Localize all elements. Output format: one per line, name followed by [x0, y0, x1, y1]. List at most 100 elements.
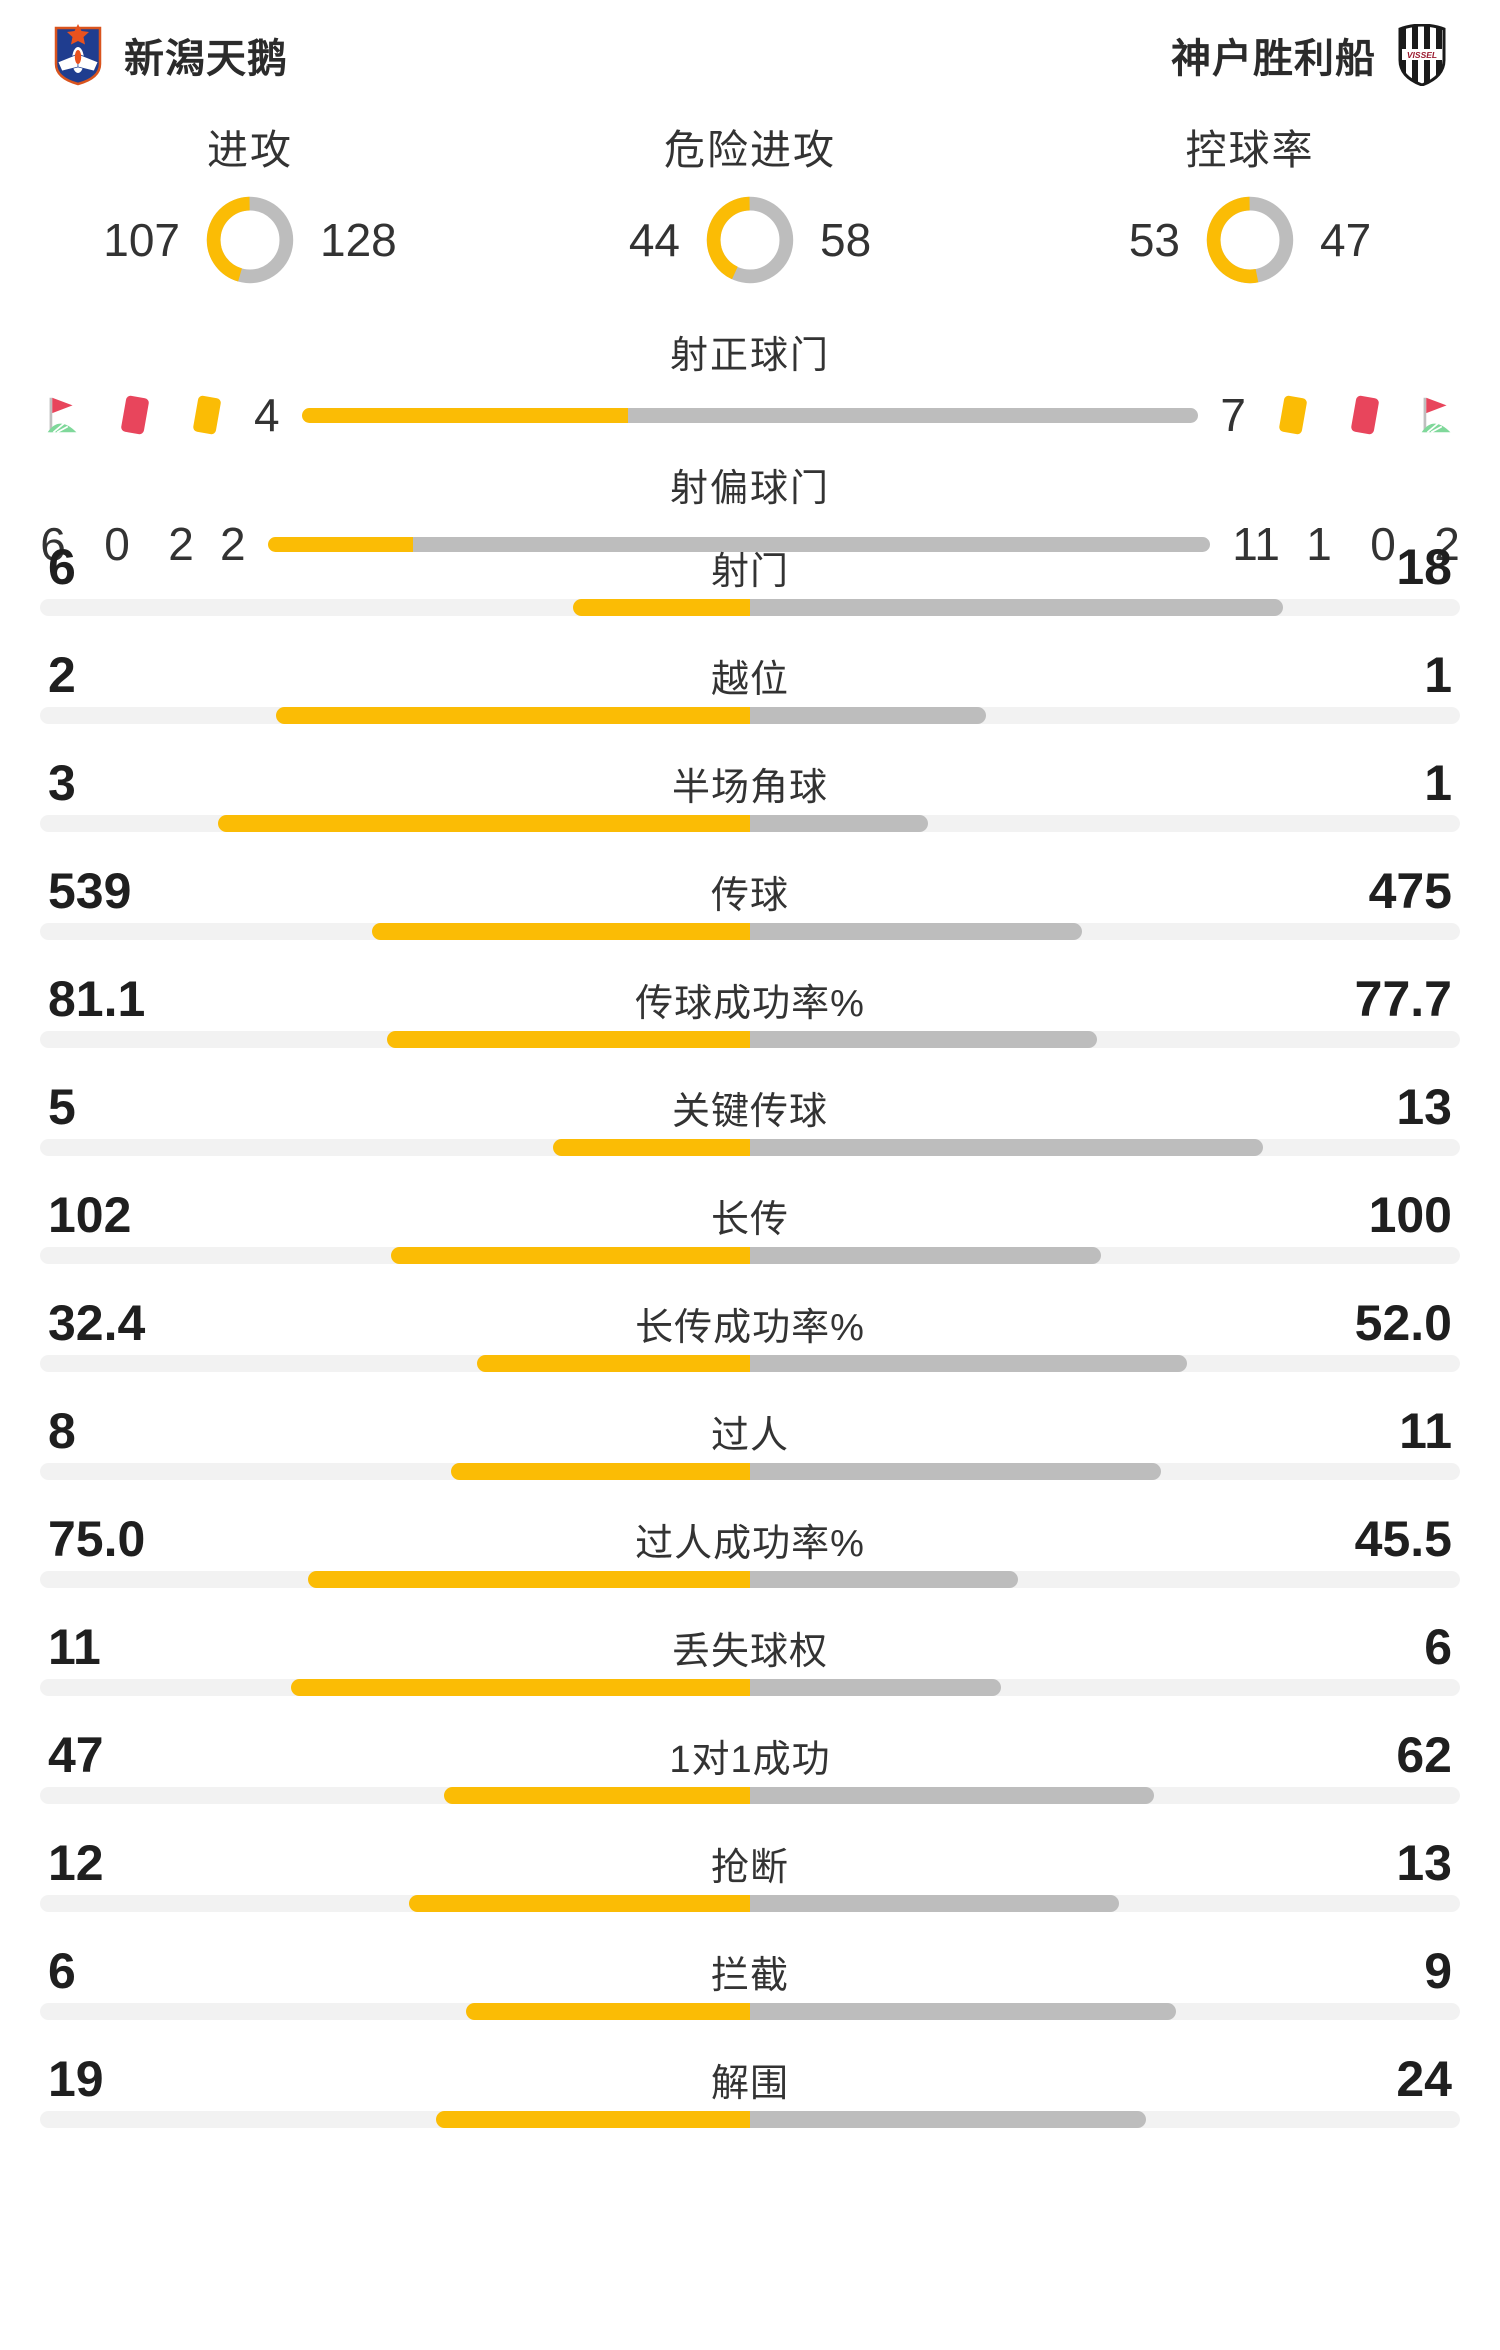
stat-away-value: 1 [1424, 755, 1452, 811]
shots-on-target-row: 4 7 [40, 385, 1460, 445]
stat-bar [40, 1139, 1460, 1156]
home-team: 新潟天鹅 [52, 24, 288, 86]
stat-home-value: 75.0 [48, 1511, 146, 1567]
stat-away-value: 62 [1396, 1727, 1452, 1783]
donut-dangerous-attacks-home-value: 44 [628, 214, 680, 266]
stat-away-value: 24 [1396, 2051, 1452, 2107]
stat-label: 传球 [710, 874, 789, 917]
stat-bar-home-fill [436, 2111, 750, 2128]
stat-bar-home-fill [372, 923, 750, 940]
stat-row: 81.1 传球成功率% 77.7 [40, 967, 1460, 1075]
home-discipline-icons [40, 392, 230, 438]
stat-row: 11 丢失球权 6 [40, 1615, 1460, 1723]
stat-row: 8 过人 11 [40, 1399, 1460, 1507]
stat-bar [40, 1463, 1460, 1480]
stat-bar-away-fill [750, 1463, 1162, 1480]
donut-attacks: 进攻 107 128 [0, 116, 500, 320]
donut-dangerous-attacks-away-value: 58 [820, 214, 872, 266]
stat-row: 47 1对1成功 62 [40, 1723, 1460, 1831]
stat-bar-home-fill [477, 1355, 750, 1372]
home-red-cards-value: 0 [104, 518, 130, 570]
stat-bar [40, 923, 1460, 940]
away-team: 神户胜利船 VISSEL [1171, 24, 1448, 86]
shots-off-target-home-value: 2 [220, 518, 246, 570]
stat-bar [40, 707, 1460, 724]
stat-row: 12 抢断 13 [40, 1831, 1460, 1939]
stat-row: 539 传球 475 [40, 859, 1460, 967]
discipline-and-shots-block: 射正球门 4 7 [0, 320, 1500, 570]
shots-on-target-home-value: 4 [254, 389, 280, 441]
red-card-icon [1351, 395, 1379, 435]
stat-away-value: 1 [1424, 647, 1452, 703]
vissel-kobe-crest-icon: VISSEL [1398, 24, 1446, 86]
stat-bar-away-fill [750, 923, 1083, 940]
stat-bar [40, 1031, 1460, 1048]
stat-away-value: 11 [1399, 1403, 1452, 1459]
stat-bar [40, 1679, 1460, 1696]
stat-bar [40, 2111, 1460, 2128]
stat-bar [40, 1787, 1460, 1804]
donut-attacks-home-value: 107 [103, 214, 180, 266]
stat-bar-home-fill [391, 1247, 750, 1264]
stat-row: 3 半场角球 1 [40, 751, 1460, 859]
stat-away-value: 13 [1396, 1079, 1452, 1135]
stat-bar-away-fill [750, 2003, 1176, 2020]
stat-row: 2 越位 1 [40, 643, 1460, 751]
stat-label: 1对1成功 [669, 1738, 831, 1781]
stat-label: 抢断 [710, 1846, 789, 1889]
corner-flag-icon [47, 397, 77, 434]
stat-home-value: 8 [48, 1403, 76, 1459]
stat-away-value: 6 [1424, 1619, 1452, 1675]
vissel-crest-text: VISSEL [1407, 50, 1437, 60]
stat-row: 19 解围 24 [40, 2047, 1460, 2155]
stat-row: 6 射门 18 [40, 535, 1460, 643]
away-discipline-values: 1 0 2 [1306, 517, 1460, 571]
stat-home-value: 81.1 [48, 971, 146, 1027]
away-red-cards-value: 0 [1370, 518, 1396, 570]
stat-home-value: 3 [48, 755, 76, 811]
donut-possession-chart [1206, 196, 1294, 284]
stat-bar-home-fill [409, 1895, 750, 1912]
stat-home-value: 539 [48, 863, 132, 919]
donut-summary-row: 进攻 107 128 危险进攻 44 58 控球率 53 [0, 110, 1500, 320]
stat-bar [40, 599, 1460, 616]
stat-label: 射门 [710, 550, 789, 593]
shots-off-target-bar [267, 536, 1211, 552]
shots-on-target-bar [301, 407, 1199, 423]
stat-label: 长传成功率% [635, 1306, 865, 1349]
stat-home-value: 2 [48, 647, 76, 703]
away-team-name: 神户胜利船 [1171, 37, 1376, 81]
donut-attacks-chart [206, 196, 294, 284]
stat-label: 长传 [710, 1198, 789, 1241]
stat-home-value: 19 [48, 2051, 104, 2107]
stat-away-value: 18 [1396, 539, 1452, 595]
stat-label: 越位 [710, 658, 789, 701]
stat-home-value: 6 [48, 1943, 76, 1999]
stat-home-value: 47 [48, 1727, 104, 1783]
stat-bar-away-fill [750, 1139, 1263, 1156]
stat-label: 解围 [710, 2062, 789, 2105]
stat-home-value: 102 [48, 1187, 132, 1243]
stat-bar-away-fill [750, 1895, 1120, 1912]
donut-dangerous-attacks-chart [706, 196, 794, 284]
stat-row: 75.0 过人成功率% 45.5 [40, 1507, 1460, 1615]
home-corners-value: 6 [40, 518, 66, 570]
stat-label: 传球成功率% [635, 982, 865, 1025]
stat-bar-home-fill [387, 1031, 750, 1048]
stat-home-value: 11 [48, 1619, 101, 1675]
stat-home-value: 12 [48, 1835, 104, 1891]
stat-bar-away-fill [750, 707, 987, 724]
donut-attacks-away-value: 128 [320, 214, 397, 266]
stat-row: 32.4 长传成功率% 52.0 [40, 1291, 1460, 1399]
donut-dangerous-attacks: 危险进攻 44 58 [500, 116, 1000, 320]
albirex-niigata-crest-icon [54, 24, 102, 86]
stat-label: 拦截 [710, 1954, 789, 1997]
stat-bar-away-fill [750, 1571, 1019, 1588]
stat-away-value: 13 [1396, 1835, 1452, 1891]
shots-off-target-label: 射偏球门 [669, 468, 830, 510]
stat-bar [40, 1247, 1460, 1264]
donut-possession-home-value: 53 [1128, 214, 1180, 266]
shots-on-target-away-value: 7 [1220, 389, 1246, 441]
stat-label: 半场角球 [671, 766, 828, 809]
stat-label: 过人成功率% [635, 1522, 865, 1565]
